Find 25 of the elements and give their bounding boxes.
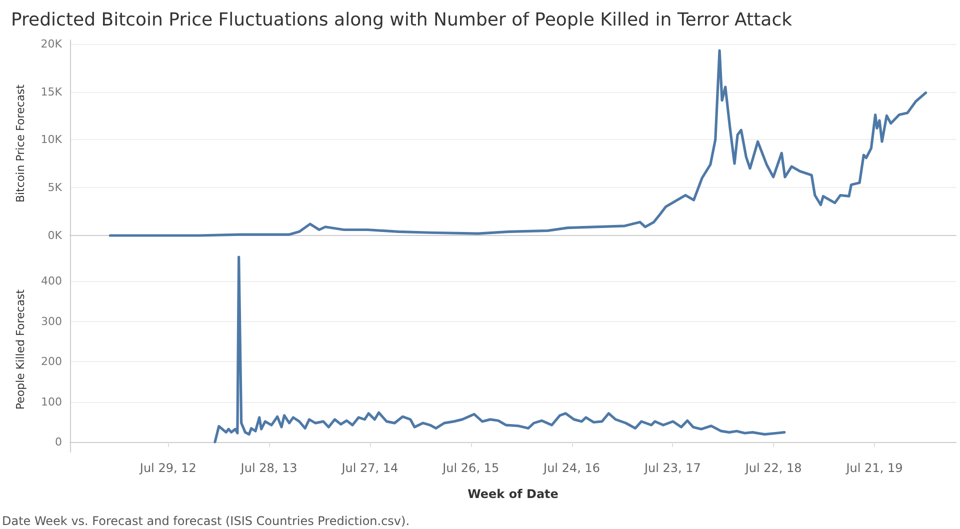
y-tick-label: 0 (55, 435, 62, 448)
x-tick-label: Jul 27, 14 (340, 461, 398, 475)
y-tick-label: 0K (48, 229, 63, 242)
x-tick-label: Jul 29, 12 (138, 461, 196, 475)
line-series (214, 256, 786, 444)
y-tick-label: 20K (40, 37, 63, 50)
line-series (108, 49, 928, 237)
x-tick-label: Jul 28, 13 (240, 461, 298, 475)
y-axis-title: People Killed Forecast (14, 288, 27, 410)
chart-title: Predicted Bitcoin Price Fluctuations along with Number of People Killed in Terror Attack (11, 10, 793, 30)
x-tick-label: Jul 23, 17 (643, 461, 701, 475)
y-tick-label: 200 (41, 355, 62, 368)
text: Date Week vs. Forecast and forecast (ISIS Countries Prediction.csv). (2, 514, 410, 528)
y-axis-title: Bitcoin Price Forecast (14, 84, 27, 203)
y-tick-label: 100 (41, 395, 62, 408)
x-tick-label: Jul 24, 16 (542, 461, 600, 475)
y-tick-label: 15K (40, 85, 63, 98)
y-tick-label: 400 (41, 274, 62, 288)
x-axis-title: Week of Date (468, 487, 558, 501)
x-tick-label: Jul 26, 15 (442, 461, 500, 475)
x-tick-label: Jul 22, 18 (744, 461, 802, 475)
y-tick-label: 10K (40, 133, 63, 146)
y-tick-label: 5K (48, 181, 63, 194)
x-tick-label: Jul 21, 19 (845, 461, 903, 475)
y-tick-label: 300 (41, 314, 62, 328)
